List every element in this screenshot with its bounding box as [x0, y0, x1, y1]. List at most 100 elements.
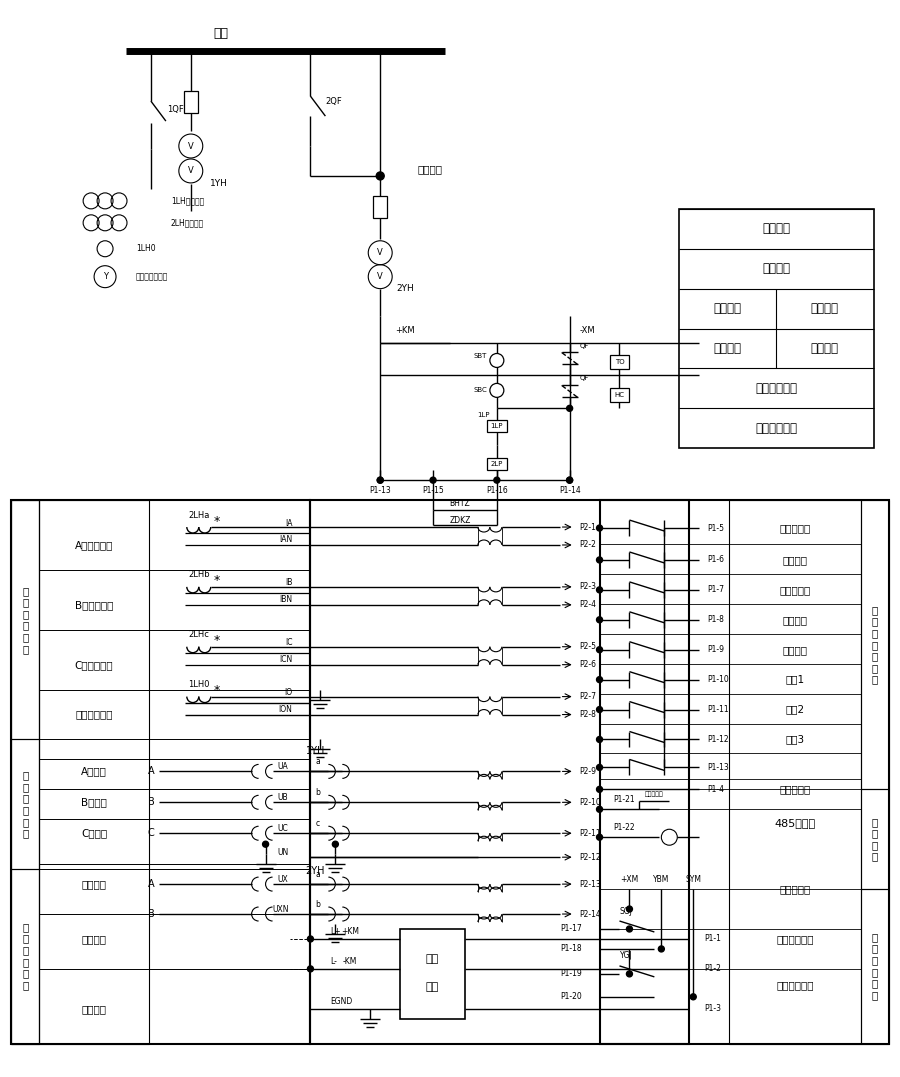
- Bar: [599, 500, 888, 1044]
- Bar: [40, 500, 148, 1044]
- Text: P2-1: P2-1: [580, 522, 597, 532]
- Text: UC: UC: [278, 824, 289, 833]
- Text: P1-11: P1-11: [707, 705, 729, 714]
- Text: B: B: [148, 909, 154, 919]
- Text: 1LH（测量）: 1LH（测量）: [171, 196, 204, 206]
- Text: 空气开关: 空气开关: [762, 262, 790, 276]
- Text: P2-11: P2-11: [580, 828, 601, 838]
- Text: 信
号
输
出
回
路: 信 号 输 出 回 路: [871, 932, 877, 999]
- Text: P2-5: P2-5: [580, 642, 597, 652]
- Text: 1YH: 1YH: [210, 180, 228, 188]
- Text: 保护跳闸压板: 保护跳闸压板: [755, 382, 797, 395]
- Bar: [860, 500, 888, 789]
- Circle shape: [308, 966, 313, 971]
- Text: 2LHa: 2LHa: [188, 510, 210, 519]
- Text: P1-2: P1-2: [704, 964, 721, 974]
- Text: QF: QF: [580, 344, 589, 350]
- Text: P1-21: P1-21: [614, 795, 635, 803]
- Circle shape: [430, 477, 436, 484]
- Text: SBT: SBT: [473, 353, 487, 360]
- Text: L+: L+: [330, 927, 341, 937]
- Text: 外部手跳: 外部手跳: [713, 302, 741, 316]
- Text: b: b: [315, 788, 320, 797]
- Circle shape: [597, 646, 602, 653]
- Text: IO: IO: [284, 688, 292, 697]
- Text: 电网电压: 电网电压: [82, 879, 106, 890]
- Text: P1-7: P1-7: [707, 586, 724, 595]
- Bar: [184, 92, 198, 113]
- Text: P2-8: P2-8: [580, 710, 597, 719]
- Text: A: A: [148, 767, 154, 777]
- Text: 手动合闸: 手动合闸: [782, 645, 807, 655]
- Text: 辅助电源: 辅助电源: [82, 934, 106, 943]
- Text: P1-22: P1-22: [614, 823, 635, 831]
- Text: P2-14: P2-14: [580, 910, 601, 919]
- Text: P1-3: P1-3: [704, 1004, 721, 1013]
- Text: 跳闸线圈: 跳闸线圈: [811, 302, 839, 316]
- Text: A相电压: A相电压: [81, 767, 107, 777]
- Circle shape: [377, 477, 383, 484]
- Bar: [487, 420, 507, 432]
- Bar: [12, 740, 40, 869]
- Text: 分布式光伏逆变: 分布式光伏逆变: [136, 272, 168, 281]
- Text: UX: UX: [278, 875, 289, 883]
- Text: V: V: [188, 167, 194, 176]
- Text: ZDKZ: ZDKZ: [449, 516, 471, 524]
- Text: P2-10: P2-10: [580, 798, 601, 807]
- Circle shape: [376, 172, 384, 180]
- Text: SGJ: SGJ: [619, 907, 633, 915]
- Circle shape: [597, 737, 602, 742]
- Text: 零序保护电流: 零序保护电流: [76, 710, 112, 719]
- Text: P1-13: P1-13: [707, 763, 729, 772]
- Text: B: B: [148, 797, 154, 808]
- Text: 控制母线: 控制母线: [762, 222, 790, 235]
- Text: P2-7: P2-7: [580, 693, 597, 701]
- Text: 自动合闸压板: 自动合闸压板: [755, 422, 797, 435]
- Text: *: *: [213, 515, 220, 528]
- Text: EGND: EGND: [330, 997, 353, 1006]
- Text: 通
讯
回
路: 通 讯 回 路: [871, 816, 877, 862]
- Text: 2QF: 2QF: [325, 97, 342, 106]
- Text: UB: UB: [278, 793, 289, 802]
- Circle shape: [597, 524, 602, 531]
- Text: 2YH: 2YH: [306, 866, 325, 877]
- Text: 告警信号开出: 告警信号开出: [776, 980, 814, 991]
- Bar: [12, 500, 40, 740]
- Text: a: a: [315, 757, 320, 766]
- Bar: [12, 869, 40, 1044]
- Text: UN: UN: [277, 848, 289, 856]
- Text: IB: IB: [285, 578, 292, 587]
- Text: 信号公共端: 信号公共端: [779, 784, 811, 795]
- Text: SBC: SBC: [473, 388, 487, 393]
- Text: 合闸线圈: 合闸线圈: [811, 342, 839, 355]
- Text: P1-5: P1-5: [707, 523, 724, 532]
- Text: P2-6: P2-6: [580, 660, 597, 669]
- Text: TO: TO: [615, 360, 625, 365]
- Text: 辅
助
电
源
输
入: 辅 助 电 源 输 入: [22, 922, 29, 990]
- Text: 1YH: 1YH: [306, 746, 325, 756]
- Bar: [680, 209, 874, 448]
- Text: P1-20: P1-20: [560, 992, 581, 1002]
- Circle shape: [377, 477, 383, 484]
- Text: 2LHb: 2LHb: [188, 571, 210, 579]
- Text: 2LP: 2LP: [491, 461, 503, 467]
- Circle shape: [494, 477, 500, 484]
- Text: P1-18: P1-18: [560, 945, 581, 953]
- Bar: [609, 355, 629, 369]
- Text: 485通讯口: 485通讯口: [774, 819, 815, 828]
- Circle shape: [597, 707, 602, 713]
- Text: HC: HC: [615, 392, 625, 398]
- Bar: [12, 500, 310, 1044]
- Text: -KM: -KM: [343, 957, 357, 966]
- Text: V: V: [188, 141, 194, 151]
- Text: 开入1: 开入1: [786, 674, 805, 685]
- Circle shape: [597, 587, 602, 592]
- Text: B相电压: B相电压: [81, 797, 107, 808]
- Circle shape: [567, 477, 572, 484]
- Text: P1-12: P1-12: [707, 735, 729, 744]
- Text: P1-8: P1-8: [707, 615, 724, 625]
- Text: *: *: [213, 634, 220, 647]
- Text: *: *: [213, 574, 220, 587]
- Circle shape: [597, 786, 602, 793]
- Bar: [310, 500, 689, 1044]
